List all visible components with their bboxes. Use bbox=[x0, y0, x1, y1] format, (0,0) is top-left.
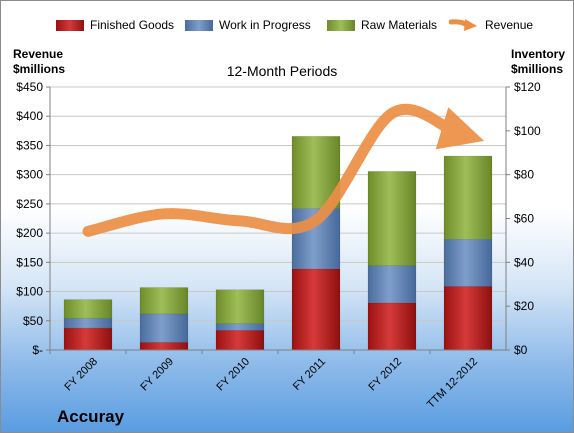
bar-work-in-progress bbox=[63, 317, 113, 329]
right-tick-label: $80 bbox=[514, 168, 534, 182]
legend-swatch-finished-goods bbox=[56, 19, 84, 31]
legend-label-work-in-progress: Work in Progress bbox=[219, 18, 311, 32]
right-tick-label: $60 bbox=[514, 212, 534, 226]
right-axis-title-line1: Inventory bbox=[511, 47, 566, 61]
legend-swatch-work-in-progress bbox=[185, 19, 213, 31]
left-tick-label: $100 bbox=[16, 285, 43, 299]
revenue-line bbox=[82, 103, 485, 237]
left-tick-label: $400 bbox=[16, 109, 43, 123]
right-axis-title: Inventory $millions bbox=[511, 47, 566, 77]
chart-title: 12-Month Periods bbox=[226, 63, 338, 79]
legend-item-work-in-progress: Work in Progress bbox=[185, 16, 311, 34]
bar-finished-goods bbox=[139, 342, 189, 351]
x-tick-label: FY 2010 bbox=[214, 356, 252, 394]
left-axis-title-line2: $millions bbox=[13, 62, 66, 76]
right-tick-label: $40 bbox=[514, 255, 534, 269]
company-name: Accuray bbox=[57, 407, 125, 426]
legend-item-finished-goods: Finished Goods bbox=[56, 16, 174, 34]
legend-arrow-icon bbox=[449, 19, 477, 31]
bar-work-in-progress bbox=[215, 323, 265, 331]
left-tick-label: $250 bbox=[16, 197, 43, 211]
bars bbox=[63, 136, 493, 351]
bar-raw-materials bbox=[139, 287, 189, 315]
bar-raw-materials bbox=[63, 299, 113, 319]
bar-raw-materials bbox=[367, 171, 417, 266]
legend-label-revenue: Revenue bbox=[485, 18, 534, 32]
left-tick-label: $300 bbox=[16, 168, 43, 182]
left-axis-title: Revenue $millions bbox=[13, 47, 65, 77]
legend-item-revenue: Revenue bbox=[449, 16, 533, 34]
bar-finished-goods bbox=[291, 268, 341, 351]
x-tick-label: FY 2009 bbox=[138, 356, 176, 394]
bar-finished-goods bbox=[63, 327, 113, 351]
left-axis-title-line1: Revenue bbox=[13, 47, 64, 61]
bar-work-in-progress bbox=[139, 313, 189, 343]
right-tick-label: $0 bbox=[514, 343, 528, 357]
right-tick-label: $20 bbox=[514, 299, 534, 313]
x-tick-label: FY 2011 bbox=[291, 356, 328, 393]
x-tick-label: FY 2008 bbox=[62, 356, 100, 394]
right-tick-label: $120 bbox=[514, 80, 541, 94]
left-tick-label: $150 bbox=[16, 255, 43, 269]
x-tick-label: TTM 12-2012 bbox=[425, 356, 480, 411]
left-tick-label: $200 bbox=[16, 226, 43, 240]
bar-raw-materials bbox=[215, 289, 265, 324]
legend-label-raw-materials: Raw Materials bbox=[361, 18, 438, 32]
right-axis-title-line2: $millions bbox=[511, 62, 564, 76]
left-tick-label: $450 bbox=[16, 80, 43, 94]
bar-finished-goods bbox=[215, 329, 265, 351]
bar-finished-goods bbox=[367, 302, 417, 351]
bar-work-in-progress bbox=[443, 239, 493, 287]
bar-finished-goods bbox=[443, 286, 493, 351]
x-tick-label: FY 2012 bbox=[366, 356, 404, 394]
bar-raw-materials bbox=[443, 155, 493, 240]
legend-item-raw-materials: Raw Materials bbox=[327, 16, 437, 34]
legend: Finished Goods Work in Progress Raw Mate… bbox=[1, 16, 573, 34]
left-tick-label: $- bbox=[32, 343, 43, 357]
legend-swatch-raw-materials bbox=[327, 19, 355, 31]
left-tick-label: $50 bbox=[23, 314, 43, 328]
right-tick-label: $100 bbox=[514, 124, 541, 138]
left-tick-label: $350 bbox=[16, 138, 43, 152]
legend-label-finished-goods: Finished Goods bbox=[90, 18, 175, 32]
revenue-line-path bbox=[82, 103, 485, 237]
bar-work-in-progress bbox=[367, 265, 417, 304]
